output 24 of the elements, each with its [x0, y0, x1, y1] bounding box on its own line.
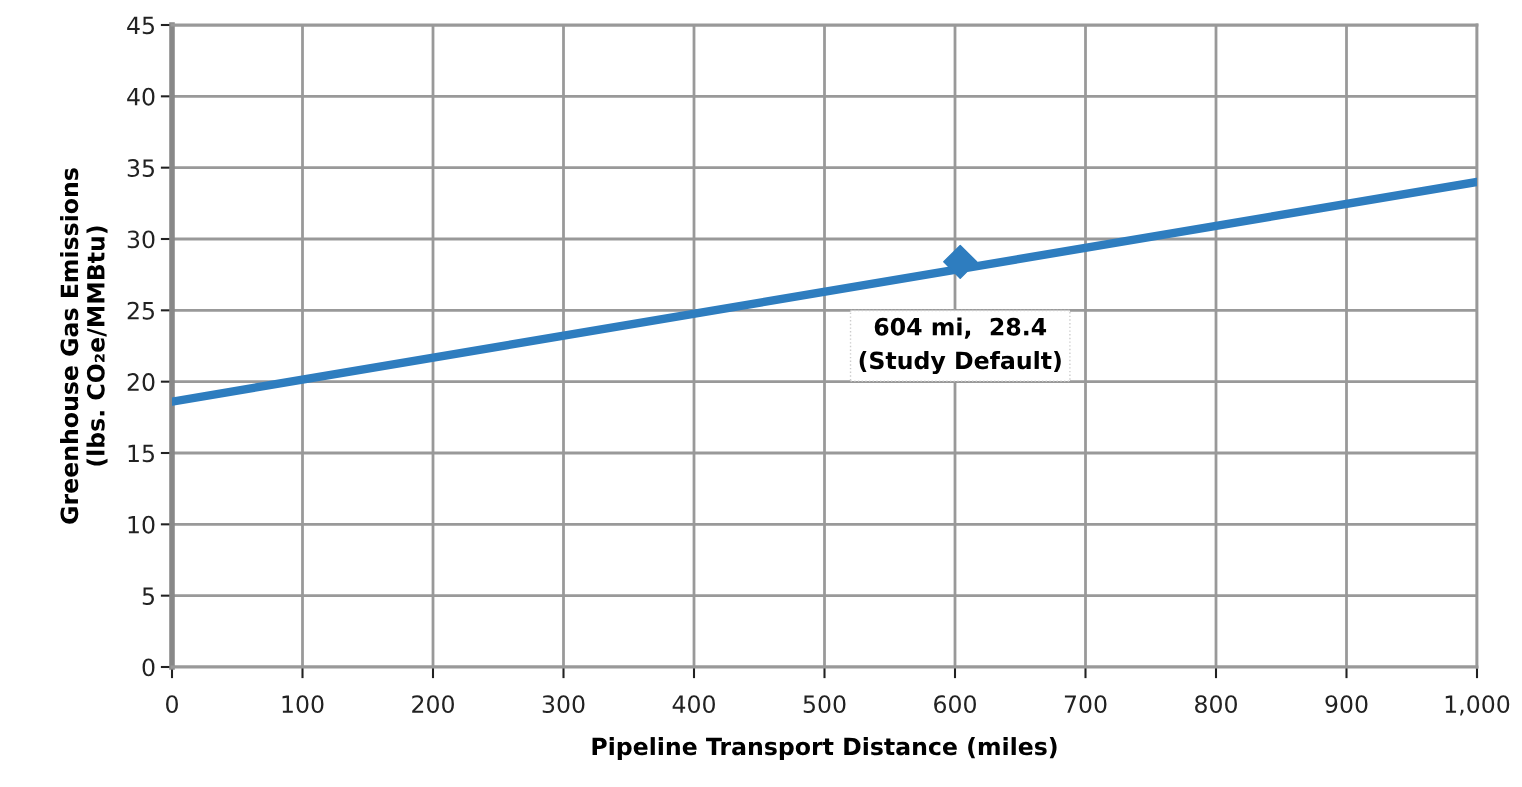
x-tick-label: 0 — [166, 695, 178, 714]
y-tick-label: 20 — [127, 373, 155, 391]
x-tick-label: 300 — [542, 695, 585, 714]
x-tick-label: 400 — [672, 695, 715, 714]
x-axis-title: Pipeline Transport Distance (miles) — [592, 737, 1057, 760]
y-axis-title: Greenhouse Gas Emissions (lbs. CO₂e/MMBtu) — [60, 168, 108, 524]
x-tick-label: 200 — [412, 695, 454, 714]
x-tick-label: 800 — [1195, 695, 1237, 714]
x-tick-label: 1,000 — [1445, 695, 1510, 716]
x-tick-label: 500 — [803, 695, 846, 714]
y-tick-label: 5 — [142, 587, 154, 605]
y-tick-label: 0 — [142, 658, 155, 677]
x-tick-label: 100 — [282, 695, 324, 714]
y-tick-label: 30 — [127, 230, 155, 249]
y-tick-label: 15 — [128, 444, 154, 463]
y-tick-label: 40 — [127, 87, 155, 106]
y-tick-label: 35 — [127, 159, 154, 177]
y-tick-label: 45 — [127, 16, 154, 35]
y-tick-label: 10 — [128, 515, 155, 534]
x-tick-label: 600 — [934, 695, 976, 714]
x-tick-label: 700 — [1064, 695, 1107, 714]
x-tick-label: 900 — [1325, 695, 1368, 714]
y-tick-label: 25 — [127, 301, 154, 320]
annotation: 604 mi, 28.4 (Study Default) — [859, 317, 1061, 375]
